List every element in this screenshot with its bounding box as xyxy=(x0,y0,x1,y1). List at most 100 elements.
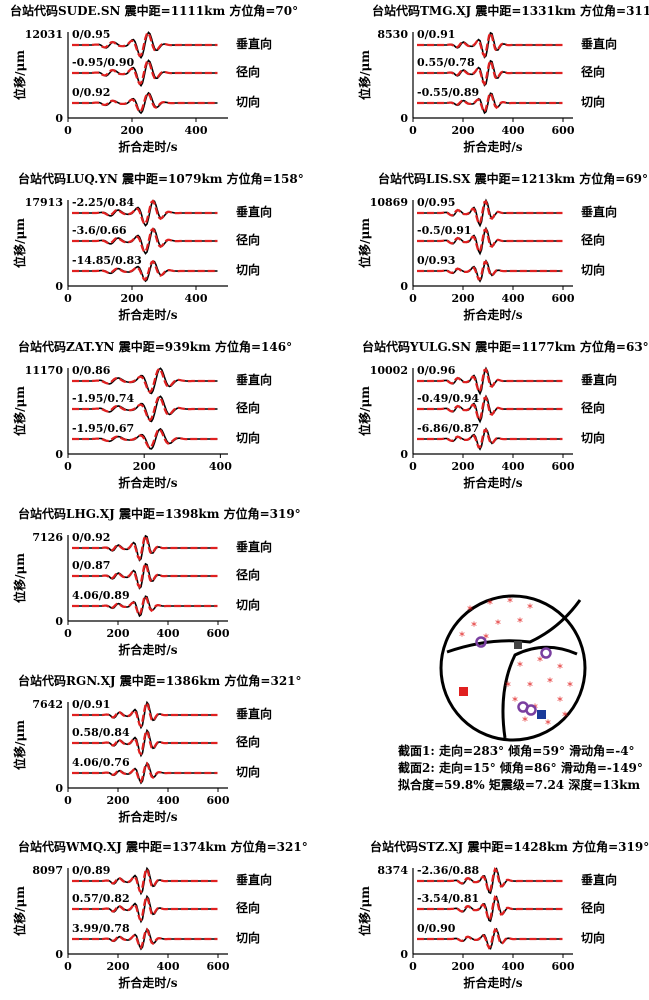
trace-synthetic xyxy=(72,367,218,394)
fit-label: -6.86/0.87 xyxy=(417,422,479,435)
panel-1: 台站代码TMG.XJ 震中距=1331km 方位角=311° 8530 0 位移/μm… xyxy=(357,3,649,154)
y-axis-label: 位移/μm xyxy=(357,50,372,100)
trace-synthetic xyxy=(417,396,563,421)
component-label: 径向 xyxy=(581,900,605,915)
x-tick-label: 0 xyxy=(64,124,72,137)
panel-title: 台站代码LUQ.YN 震中距=1079km 方位角=158° xyxy=(18,171,304,186)
panel-title: 台站代码LIS.SX 震中距=1213km 方位角=69° xyxy=(378,171,648,186)
star-marker: * xyxy=(562,710,568,723)
x-tick-label: 600 xyxy=(207,960,230,973)
trace-synthetic xyxy=(72,395,218,422)
x-tick-label: 0 xyxy=(64,460,72,473)
x-tick-label: 400 xyxy=(157,627,180,640)
panel-title: 台站代码ZAT.YN 震中距=939km 方位角=146° xyxy=(18,339,292,354)
trace-synthetic xyxy=(72,533,218,562)
x-tick-label: 400 xyxy=(502,124,525,137)
trace-synthetic xyxy=(72,32,218,58)
x-tick-label: 600 xyxy=(552,124,575,137)
x-tick-label: 400 xyxy=(502,460,525,473)
component-label: 切向 xyxy=(581,94,605,109)
x-tick-label: 200 xyxy=(107,794,130,807)
trace-synthetic xyxy=(417,927,563,950)
component-label: 切向 xyxy=(236,430,260,445)
x-tick-label: 200 xyxy=(452,124,475,137)
x-tick-label: 200 xyxy=(107,960,130,973)
fit-label: 4.06/0.76 xyxy=(72,756,130,769)
trace-synthetic xyxy=(417,228,563,253)
star-marker: * xyxy=(557,695,563,708)
star-marker: * xyxy=(471,620,477,633)
x-tick-label: 200 xyxy=(452,960,475,973)
fit-label: 4.06/0.89 xyxy=(72,589,130,602)
fit-label: 0/0.91 xyxy=(72,698,110,711)
station-circle-marker xyxy=(475,636,487,648)
fit-label: 0/0.86 xyxy=(72,364,111,377)
x-tick-label: 600 xyxy=(207,794,230,807)
trace-synthetic xyxy=(417,91,563,114)
y-min-label: 0 xyxy=(55,615,63,628)
panel-title: 台站代码YULG.SN 震中距=1177km 方位角=63° xyxy=(362,339,649,354)
nodal-plane-1 xyxy=(446,599,582,654)
panel-title: 台站代码LHG.XJ 震中距=1398km 方位角=319° xyxy=(18,506,301,521)
x-tick-label: 600 xyxy=(552,460,575,473)
component-label: 垂直向 xyxy=(236,872,272,887)
trace-synthetic xyxy=(72,866,218,894)
trace-synthetic xyxy=(417,428,563,449)
x-axis-label: 折合走时/s xyxy=(118,139,177,154)
x-tick-label: 200 xyxy=(107,627,130,640)
y-max-label: 10869 xyxy=(370,196,408,209)
x-axis-label: 折合走时/s xyxy=(118,475,177,490)
component-label: 径向 xyxy=(581,64,605,79)
fit-label: 0.57/0.82 xyxy=(72,892,130,905)
star-marker: * xyxy=(527,602,533,615)
panel-title: 台站代码WMQ.XJ 震中距=1374km 方位角=321° xyxy=(18,839,308,854)
component-label: 垂直向 xyxy=(236,706,272,721)
component-label: 垂直向 xyxy=(581,372,617,387)
panel-0: 台站代码SUDE.SN 震中距=1111km 方位角=70° 12031 0 位移/μ… xyxy=(10,3,298,154)
x-tick-label: 400 xyxy=(502,292,525,305)
x-tick-label: 0 xyxy=(64,794,72,807)
star-marker: * xyxy=(517,616,523,629)
fit-summary-text: 拟合度=59.8% 矩震级=7.24 深度=13km xyxy=(398,777,640,792)
y-min-label: 0 xyxy=(400,280,408,293)
panel-8: 台站代码WMQ.XJ 震中距=1374km 方位角=321° 8097 0 位移/μm… xyxy=(12,839,308,990)
trace-synthetic xyxy=(72,761,218,784)
star-marker: * xyxy=(547,676,553,689)
fit-label: -0.5/0.91 xyxy=(417,224,472,237)
star-marker: * xyxy=(522,715,528,728)
trace-synthetic xyxy=(72,227,218,253)
x-tick-label: 400 xyxy=(157,794,180,807)
panel-title: 台站代码STZ.XJ 震中距=1428km 方位角=319° xyxy=(370,839,649,854)
x-tick-label: 0 xyxy=(64,960,72,973)
component-label: 径向 xyxy=(236,900,260,915)
y-min-label: 0 xyxy=(400,112,408,125)
fit-label: 3.99/0.78 xyxy=(72,922,130,935)
x-tick-label: 600 xyxy=(552,292,575,305)
x-axis-label: 折合走时/s xyxy=(118,809,177,824)
y-min-label: 0 xyxy=(55,948,63,961)
component-label: 切向 xyxy=(581,262,605,277)
panel-title: 台站代码SUDE.SN 震中距=1111km 方位角=70° xyxy=(10,3,298,18)
component-label: 径向 xyxy=(236,64,260,79)
focal-mechanism: * * * ** * ** ** *** * ***** ***截面1: 走向=283° 倾角=59… xyxy=(398,594,643,792)
component-label: 切向 xyxy=(236,930,260,945)
star-marker: * xyxy=(467,604,473,617)
component-label: 径向 xyxy=(236,567,260,582)
y-max-label: 17913 xyxy=(25,196,63,209)
fit-label: 0/0.95 xyxy=(72,28,110,41)
panel-5: 台站代码YULG.SN 震中距=1177km 方位角=63° 10002 0 位移/μ… xyxy=(357,339,649,490)
trace-synthetic xyxy=(72,700,218,728)
y-axis-label: 位移/μm xyxy=(12,386,27,436)
star-marker: * xyxy=(507,596,513,609)
trace-synthetic xyxy=(72,92,218,113)
x-tick-label: 200 xyxy=(133,460,156,473)
y-max-label: 8530 xyxy=(377,28,408,41)
x-axis-label: 折合走时/s xyxy=(463,975,522,990)
star-marker: * xyxy=(505,680,511,693)
x-tick-label: 0 xyxy=(409,124,417,137)
x-axis-label: 折合走时/s xyxy=(118,975,177,990)
fit-label: -2.25/0.84 xyxy=(72,196,135,209)
fit-label: -3.54/0.81 xyxy=(417,892,479,905)
fit-label: -0.55/0.89 xyxy=(417,86,479,99)
